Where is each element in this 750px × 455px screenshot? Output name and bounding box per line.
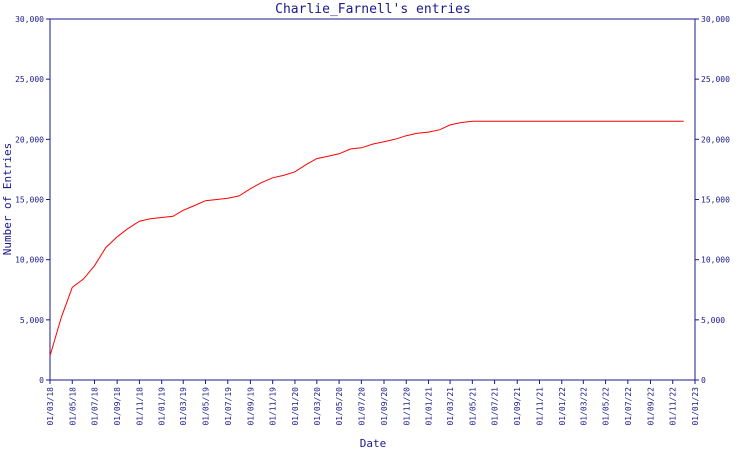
x-tick-label: 01/03/20 xyxy=(313,387,322,426)
y-tick-label-left: 0 xyxy=(39,376,44,385)
x-tick-label: 01/05/19 xyxy=(202,387,211,426)
x-tick-label: 01/07/18 xyxy=(91,387,100,426)
y-axis-right: 0 5,000 10,000 15,000 20,000 25,000 30,000 xyxy=(695,15,730,385)
x-tick-label: 01/09/20 xyxy=(380,387,389,426)
y-tick-label-left: 15,000 xyxy=(15,196,44,205)
y-tick-label-left: 5,000 xyxy=(20,316,44,325)
x-tick-label: 01/09/21 xyxy=(513,387,522,426)
x-tick-label: 01/11/22 xyxy=(669,387,678,426)
x-tick-label: 01/05/22 xyxy=(602,387,611,426)
x-axis: 01/03/18 01/05/18 01/07/18 01/09/18 01/11/18… xyxy=(46,380,700,426)
x-tick-label: 01/11/21 xyxy=(535,387,544,426)
y-tick-label-left: 20,000 xyxy=(15,135,44,144)
x-axis-label: Date xyxy=(360,437,387,450)
x-tick-label: 01/09/22 xyxy=(646,387,655,426)
x-tick-label: 01/05/20 xyxy=(335,387,344,426)
x-tick-label: 01/01/21 xyxy=(425,387,434,426)
x-tick-label: 01/03/21 xyxy=(446,387,455,426)
y-tick-label-left: 10,000 xyxy=(15,256,44,265)
x-tick-label: 01/01/20 xyxy=(291,387,300,426)
x-tick-label: 01/09/18 xyxy=(113,387,122,426)
x-tick-label: 01/11/18 xyxy=(135,387,144,426)
x-tick-label: 01/01/19 xyxy=(158,387,167,426)
x-tick-label: 01/01/22 xyxy=(558,387,567,426)
x-tick-label: 01/09/19 xyxy=(246,387,255,426)
chart-title: Charlie_Farnell's entries xyxy=(275,2,471,17)
y-tick-label-left: 30,000 xyxy=(15,15,44,24)
x-tick-label: 01/11/20 xyxy=(402,387,411,426)
y-tick-label-right: 0 xyxy=(701,376,706,385)
x-tick-label: 01/03/18 xyxy=(46,387,55,426)
y-tick-label-right: 25,000 xyxy=(701,75,730,84)
y-tick-label-right: 20,000 xyxy=(701,135,730,144)
y-tick-label-right: 10,000 xyxy=(701,256,730,265)
y-axis-left: 0 5,000 10,000 15,000 20,000 25,000 30,000 xyxy=(15,15,50,385)
y-tick-label-right: 15,000 xyxy=(701,196,730,205)
x-tick-label: 01/05/21 xyxy=(468,387,477,426)
x-tick-label: 01/11/19 xyxy=(269,387,278,426)
x-tick-label: 01/03/19 xyxy=(179,387,188,426)
entries-series-line xyxy=(49,120,684,357)
y-tick-label-right: 5,000 xyxy=(701,316,725,325)
y-axis-label: Number of Entries xyxy=(1,143,14,256)
x-tick-label: 01/01/23 xyxy=(691,387,700,426)
x-tick-label: 01/07/21 xyxy=(491,387,500,426)
x-tick-label: 01/07/22 xyxy=(624,387,633,426)
y-tick-label-right: 30,000 xyxy=(701,15,730,24)
x-tick-label: 01/07/20 xyxy=(357,387,366,426)
x-tick-label: 01/03/22 xyxy=(579,387,588,426)
x-tick-label: 01/05/18 xyxy=(68,387,77,426)
plot-frame xyxy=(49,18,696,381)
y-tick-label-left: 25,000 xyxy=(15,75,44,84)
x-tick-label: 01/07/19 xyxy=(224,387,233,426)
